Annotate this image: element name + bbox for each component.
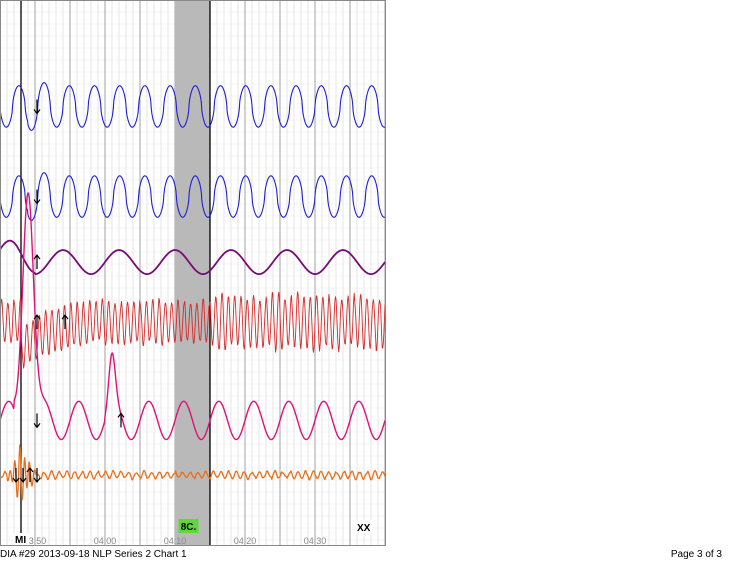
trace-upper-pneumo xyxy=(0,82,386,131)
end-label: XX xyxy=(357,523,371,534)
trace-eda xyxy=(0,192,386,441)
event-label-bg xyxy=(13,533,29,545)
trace-cardio-mean xyxy=(0,239,386,275)
x-tick-label: 03:50 xyxy=(24,536,47,546)
arrow-down-head xyxy=(33,109,41,115)
arrow-down-head xyxy=(19,477,27,484)
arrow-up-head xyxy=(61,314,69,320)
question-badge-label: 8C. xyxy=(181,522,197,533)
x-tick-label: 04:10 xyxy=(164,536,187,546)
arrow-up-head xyxy=(33,314,41,320)
x-tick-label: 04:30 xyxy=(304,536,327,546)
arrow-up-head xyxy=(26,467,34,473)
plot-border xyxy=(0,0,386,546)
event-labels: MI XX xyxy=(13,520,373,546)
x-tick-labels: 03:50 04:00 04:10 04:20 04:30 xyxy=(24,536,327,546)
end-label-bg xyxy=(355,520,373,533)
question-badge-bg xyxy=(178,519,199,533)
page-number: Page 3 of 3 xyxy=(670,549,722,560)
polygraph-chart: 03:50 04:00 04:10 04:20 04:30 8C. MI XX xyxy=(0,0,386,546)
trace-motion xyxy=(0,444,386,501)
arrow-down-head xyxy=(33,199,41,205)
event-label: MI xyxy=(15,535,26,546)
arrow-up-head xyxy=(117,412,125,418)
reaction-arrows xyxy=(12,99,125,484)
arrow-up-head xyxy=(33,254,41,260)
arrow-down-head xyxy=(33,423,41,429)
x-tick-label: 04:00 xyxy=(94,536,117,546)
trace-cardio xyxy=(0,291,386,369)
trace-lower-pneumo xyxy=(0,172,386,221)
question-band xyxy=(175,0,210,546)
question-badge: 8C. xyxy=(178,519,199,533)
chart-footer-caption: DIA #29 2013-09-18 NLP Series 2 Chart 1 xyxy=(0,549,187,560)
arrow-down-head xyxy=(12,477,20,484)
traces xyxy=(0,82,386,501)
arrow-down-head xyxy=(33,477,41,484)
x-tick-label: 04:20 xyxy=(234,536,257,546)
